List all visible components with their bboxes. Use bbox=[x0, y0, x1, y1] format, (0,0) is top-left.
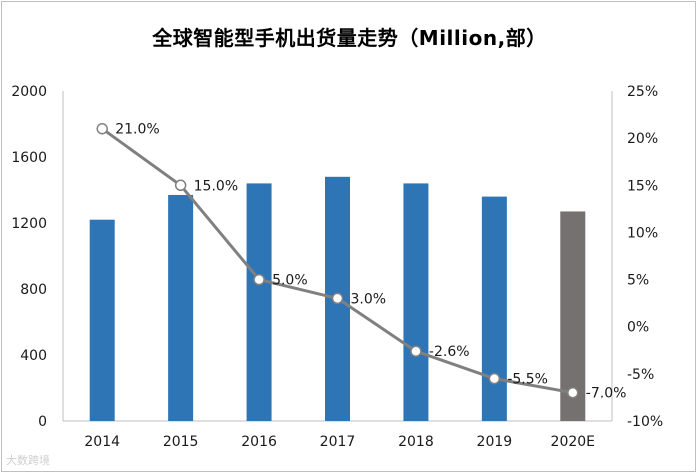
growth-point bbox=[253, 273, 265, 286]
growth-point bbox=[488, 372, 501, 385]
growth-data-label: -2.6% bbox=[429, 344, 470, 360]
left-axis-tick-label: 400 bbox=[20, 348, 47, 364]
growth-data-label: -7.0% bbox=[586, 386, 627, 402]
bar bbox=[403, 183, 429, 421]
right-axis-tick-label: -5% bbox=[627, 367, 654, 383]
right-axis-tick-label: 10% bbox=[627, 225, 658, 241]
bar bbox=[168, 194, 194, 421]
watermark: 大数跨境 bbox=[6, 454, 50, 467]
growth-point bbox=[410, 345, 422, 357]
x-axis-tick-label: 2019 bbox=[477, 434, 513, 450]
bar bbox=[481, 196, 507, 421]
right-axis-tick-label: 25% bbox=[627, 84, 658, 100]
growth-point bbox=[96, 122, 108, 135]
bar bbox=[560, 211, 586, 421]
growth-data-label: 15.0% bbox=[194, 178, 238, 194]
growth-data-label: 21.0% bbox=[115, 122, 159, 138]
x-axis-tick-label: 2015 bbox=[163, 434, 199, 450]
x-axis-tick-label: 2017 bbox=[320, 434, 356, 450]
right-axis-tick-label: -10% bbox=[627, 414, 663, 430]
x-axis-tick-label: 2020E bbox=[551, 434, 595, 450]
chart-title: 全球智能型手机出货量走势（Million,部） bbox=[152, 26, 547, 50]
growth-point bbox=[331, 292, 344, 305]
x-axis-tick-label: 2014 bbox=[84, 434, 120, 450]
x-axis-tick-label: 2016 bbox=[241, 434, 277, 450]
left-axis-tick-label: 1200 bbox=[11, 216, 47, 232]
growth-data-label: 3.0% bbox=[351, 291, 387, 307]
bar bbox=[246, 183, 272, 421]
growth-point bbox=[567, 386, 579, 399]
right-axis-tick-label: 15% bbox=[627, 178, 658, 194]
growth-data-label: 5.0% bbox=[272, 273, 308, 289]
left-axis-tick-label: 0 bbox=[38, 414, 47, 430]
left-axis-tick-label: 1600 bbox=[11, 150, 47, 166]
right-axis-tick-label: 0% bbox=[627, 320, 649, 336]
bar bbox=[89, 219, 115, 421]
left-axis-tick-label: 2000 bbox=[11, 84, 47, 100]
left-axis-tick-label: 800 bbox=[20, 282, 47, 298]
x-axis-tick-label: 2018 bbox=[398, 434, 434, 450]
right-axis-tick-label: 5% bbox=[627, 273, 649, 289]
right-axis-tick-label: 20% bbox=[627, 131, 658, 147]
growth-point bbox=[174, 179, 187, 192]
growth-data-label: -5.5% bbox=[507, 372, 548, 388]
